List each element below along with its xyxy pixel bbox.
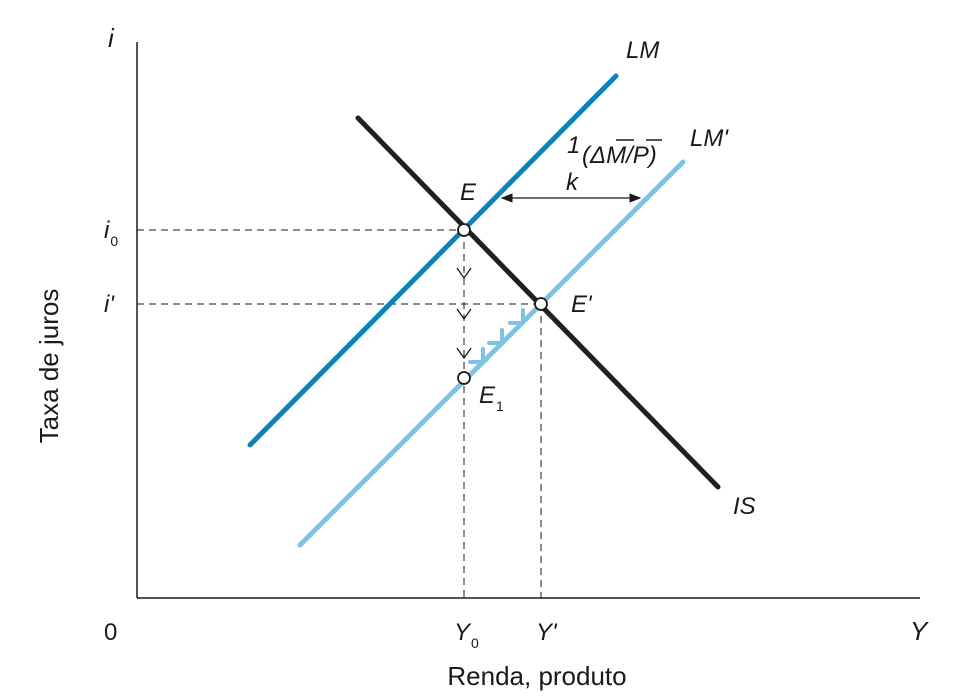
label-e-prime: E' [571, 291, 593, 318]
x-axis-label: Y [910, 616, 929, 646]
chevron-down-icon [456, 308, 472, 321]
chevron-up-right-icon [468, 347, 485, 364]
shift-denominator: k [566, 169, 580, 196]
y-axis-title: Taxa de juros [34, 289, 64, 444]
chevron-up-right-icon [508, 308, 525, 325]
adjustment-path-chevrons [468, 308, 525, 364]
tick-i-prime: i' [104, 291, 115, 318]
label-e: E [460, 179, 477, 206]
chevron-up-right-icon [487, 328, 504, 345]
lm-curve [247, 73, 619, 448]
x-axis-title: Renda, produto [447, 661, 626, 691]
tick-y0: Y0 [454, 619, 479, 651]
tick-y-prime: Y' [536, 619, 558, 646]
label-is: IS [733, 493, 756, 520]
label-lm: LM [626, 37, 659, 64]
label-e1: E1 [479, 382, 504, 414]
shift-numerator: 1 [567, 132, 580, 159]
y-axis-label: i [108, 23, 115, 53]
chevron-down-icon [456, 267, 472, 280]
lm-prime-curve [297, 159, 686, 548]
chevron-down-icon [456, 347, 472, 360]
point-e [457, 223, 471, 237]
label-lm-prime: LM' [690, 125, 729, 152]
point-e-prime [534, 297, 548, 311]
shift-expression: (ΔM/P) [582, 142, 657, 169]
tick-i0-sub: 0 [110, 233, 118, 249]
origin-label: 0 [104, 619, 117, 646]
point-e1 [457, 371, 471, 385]
label-e1-sub: 1 [496, 398, 504, 414]
downward-chevrons [456, 267, 472, 360]
tick-y0-sub: 0 [471, 635, 479, 651]
tick-i0: i0 [104, 217, 118, 249]
